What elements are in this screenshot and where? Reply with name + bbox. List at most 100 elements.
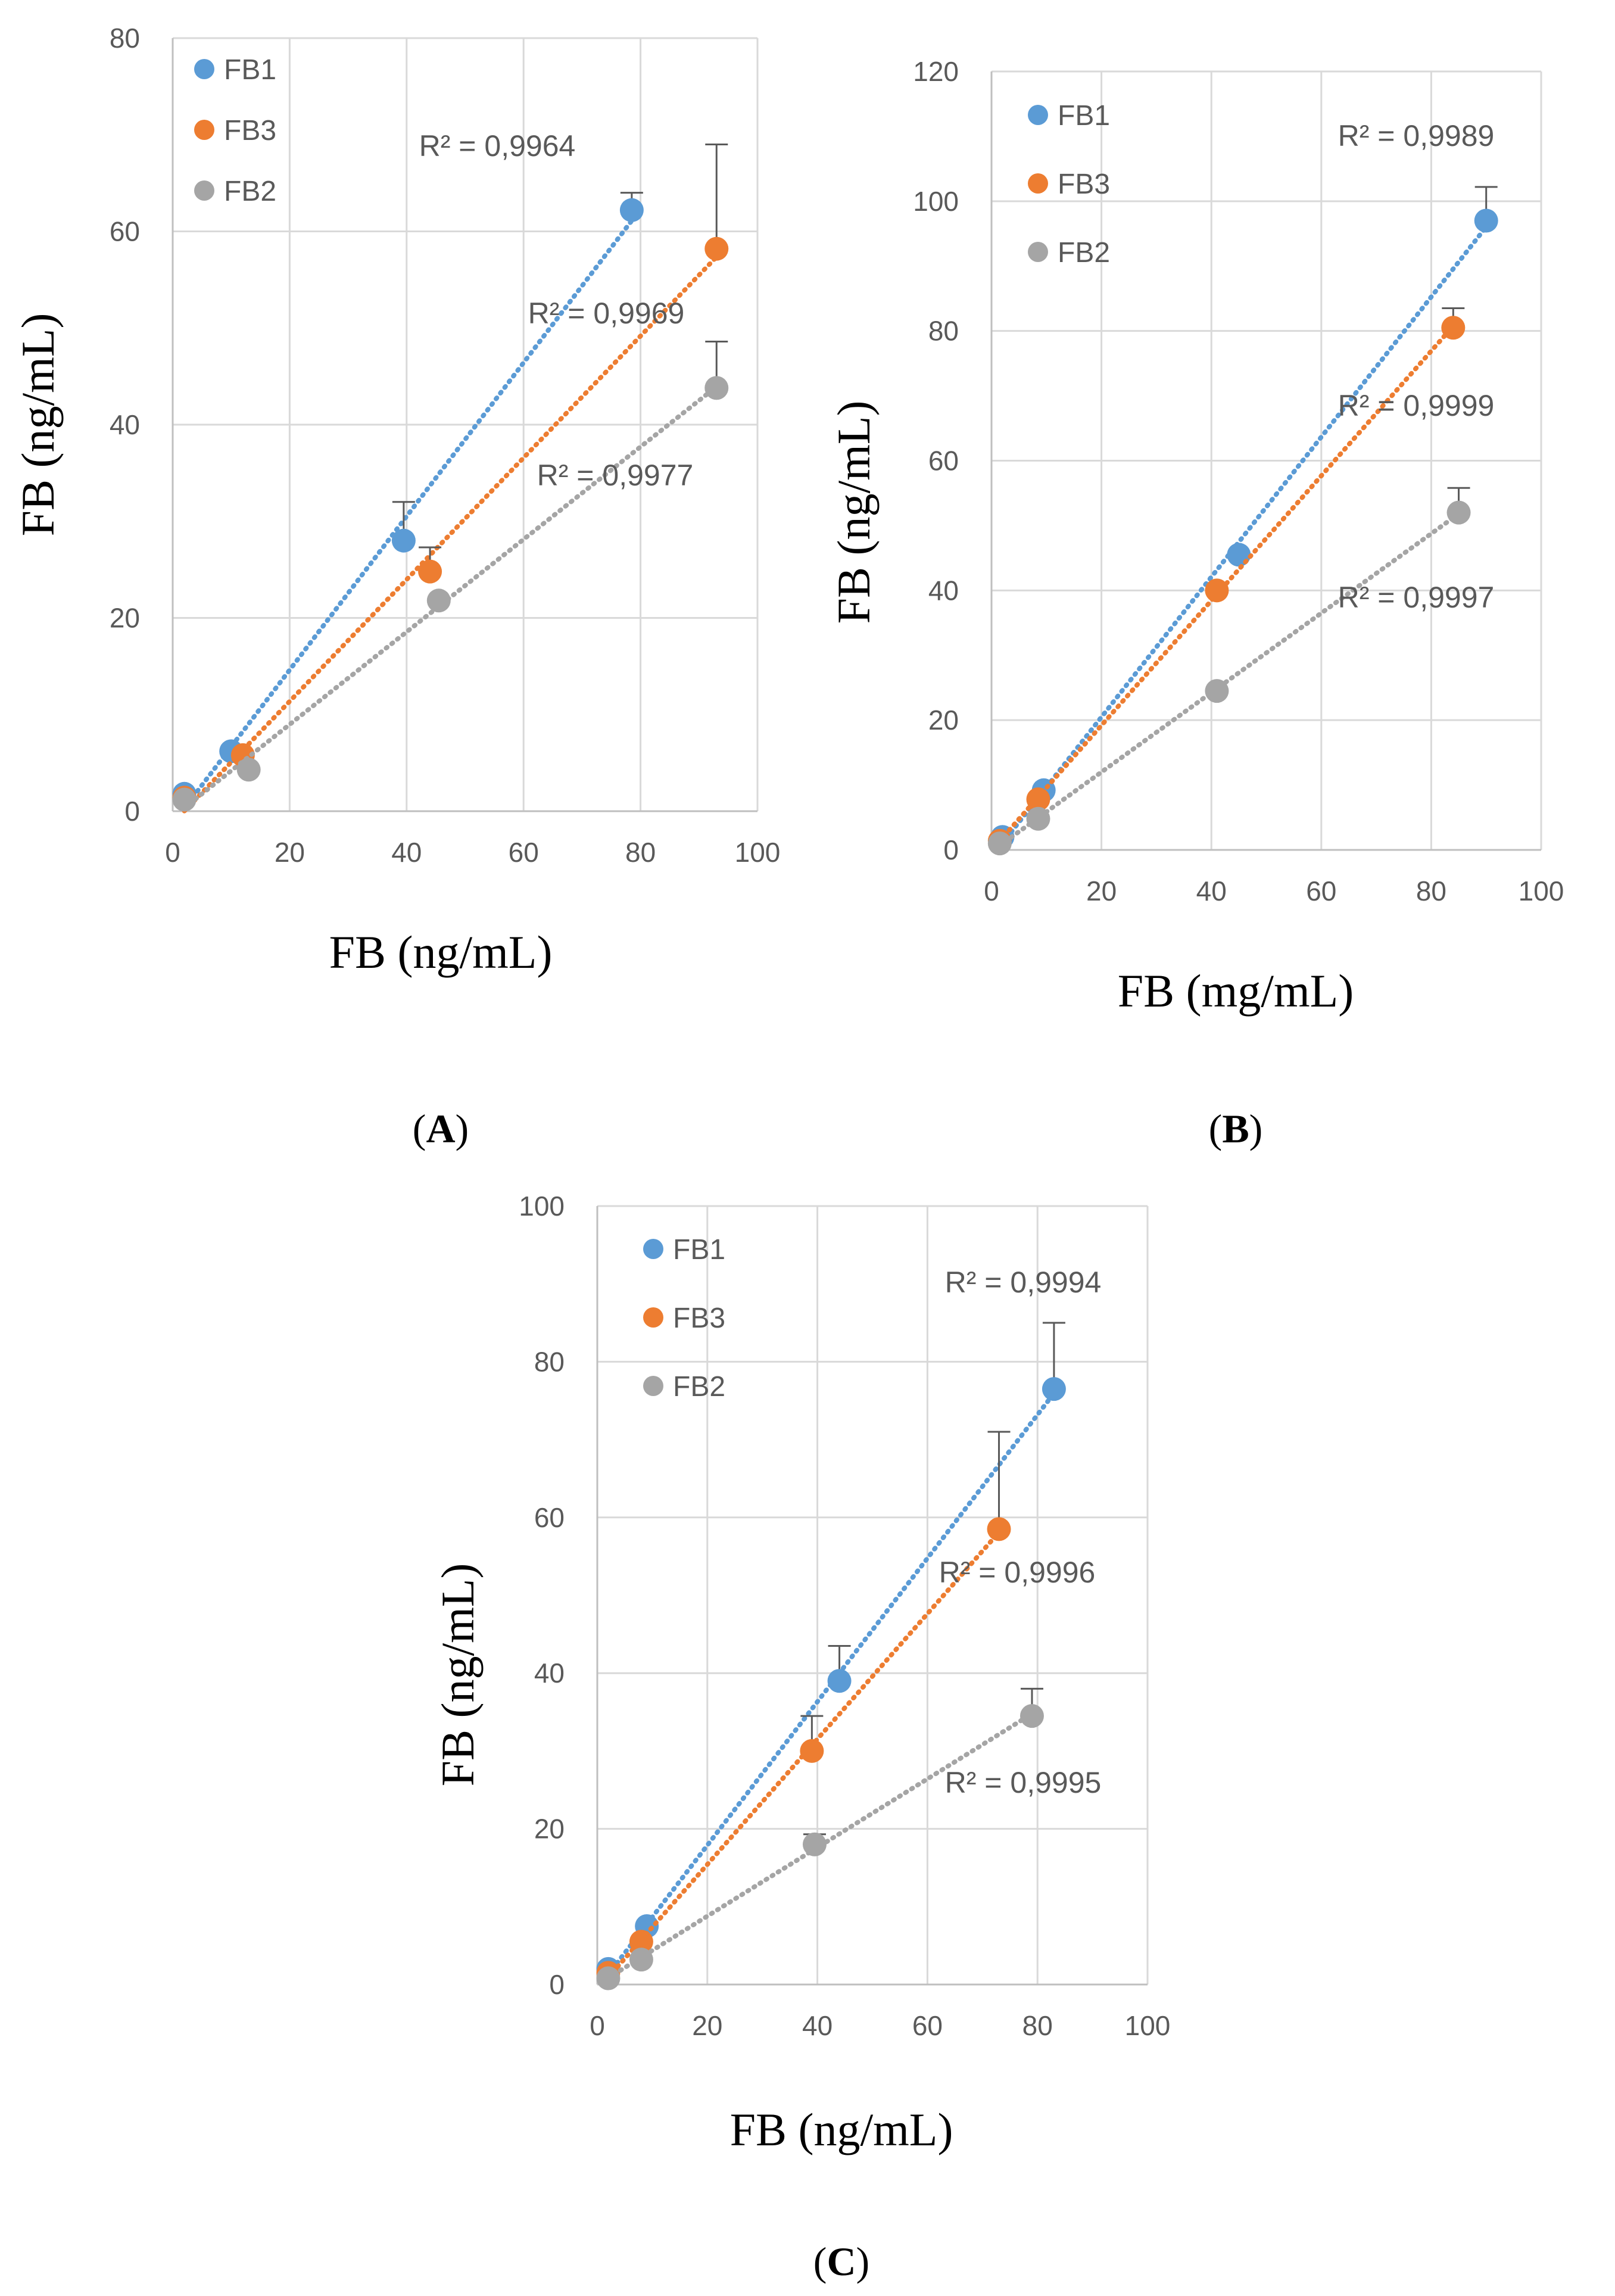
series-fb3: R² = 0,9999	[987, 307, 1494, 853]
series-fb2: R² = 0,9997	[987, 487, 1494, 856]
y-tick-label: 100	[519, 1191, 565, 1222]
y-tick-label: 60	[928, 446, 959, 476]
legend-marker	[194, 59, 214, 79]
legend-entry: FB2	[224, 176, 276, 207]
x-tick-label: 80	[1022, 2010, 1053, 2041]
y-tick-label: 20	[534, 1814, 565, 1845]
x-axis-title: FB (mg/mL)	[1118, 965, 1354, 1017]
data-point-fb2	[1026, 806, 1050, 831]
y-tick-label: 60	[534, 1502, 565, 1533]
data-point-fb2	[236, 758, 261, 782]
data-point-fb2	[1446, 500, 1471, 525]
x-tick-label: 40	[391, 837, 422, 868]
r-squared-label: R² = 0,9996	[939, 1556, 1096, 1589]
legend-marker	[194, 180, 214, 201]
r-squared-label: R² = 0,9964	[419, 129, 576, 163]
x-tick-label: 20	[275, 837, 305, 868]
y-tick-label: 40	[110, 409, 140, 440]
y-tick-label: 0	[943, 834, 959, 865]
panel-label: (B)	[1209, 1106, 1263, 1151]
x-tick-label: 80	[625, 837, 656, 868]
data-point-fb3	[1026, 787, 1050, 812]
y-tick-label: 40	[534, 1658, 565, 1688]
x-tick-label: 0	[590, 2010, 605, 2041]
r-squared-label: R² = 0,9969	[528, 297, 685, 330]
y-tick-label: 80	[110, 23, 140, 54]
data-point-fb1	[391, 528, 416, 553]
legend-entry: FB1	[1058, 100, 1110, 132]
legend-marker	[643, 1239, 663, 1259]
data-point-fb1	[1474, 208, 1498, 233]
legend-marker	[643, 1376, 663, 1396]
panel-letter: C	[827, 2239, 856, 2284]
data-point-fb3	[987, 1517, 1011, 1541]
y-axis-title: FB (ng/mL)	[828, 401, 880, 624]
x-tick-label: 80	[1416, 876, 1446, 906]
x-tick-label: 60	[1306, 876, 1336, 906]
data-point-fb3	[418, 559, 442, 584]
y-tick-label: 20	[928, 705, 959, 736]
legend-entry: FB1	[673, 1234, 725, 1266]
series-fb3: R² = 0,9996	[596, 1431, 1096, 1985]
data-point-fb3	[1441, 316, 1466, 340]
r-squared-label: R² = 0,9989	[1338, 119, 1495, 152]
x-tick-label: 100	[735, 837, 781, 868]
y-axis-title: FB (ng/mL)	[432, 1563, 484, 1787]
legend-entry: FB1	[224, 54, 276, 86]
data-point-fb3	[629, 1930, 653, 1954]
legend-entry: FB3	[673, 1303, 725, 1334]
data-point-fb1	[1042, 1377, 1066, 1401]
trendline-fb1	[1000, 224, 1489, 846]
data-point-fb2	[596, 1966, 621, 1990]
chart-panel-c: 0 20 40 60 80 100 0 20 40 60 80 100 FB (ng/mL) FB (ng…	[432, 1191, 1170, 2284]
x-axis-title: FB (ng/mL)	[730, 2104, 953, 2155]
data-point-fb2	[172, 787, 197, 812]
data-point-fb2	[802, 1832, 827, 1856]
legend-marker	[194, 120, 214, 140]
panel-letter: A	[426, 1106, 455, 1151]
y-tick-label: 0	[549, 1969, 565, 2000]
y-tick-label: 100	[913, 186, 959, 217]
x-tick-label: 60	[912, 2010, 943, 2041]
y-tick-label: 40	[928, 575, 959, 606]
r-squared-label: R² = 0,9994	[945, 1266, 1102, 1299]
legend-marker	[643, 1307, 663, 1328]
data-point-fb2	[629, 1948, 653, 1972]
x-tick-label: 40	[802, 2010, 833, 2041]
legend-entry: FB2	[673, 1371, 725, 1403]
panel-label: (A)	[413, 1106, 469, 1151]
x-tick-label: 20	[692, 2010, 722, 2041]
legend: FB1 FB3 FB2	[643, 1234, 725, 1403]
x-tick-label: 60	[509, 837, 539, 868]
data-point-fb3	[1205, 578, 1229, 603]
x-tick-label: 0	[984, 876, 999, 906]
data-point-fb1	[619, 198, 644, 222]
series-fb2: R² = 0,9995	[596, 1687, 1101, 1990]
trendline-fb2	[997, 511, 1461, 848]
legend-entry: FB3	[224, 115, 276, 147]
y-tick-label: 80	[534, 1346, 565, 1377]
trendline-fb2	[182, 384, 719, 811]
legend-marker	[1028, 242, 1048, 262]
legend: FB1 FB3 FB2	[194, 54, 276, 207]
x-tick-label: 100	[1519, 876, 1564, 906]
data-point-fb2	[1019, 1704, 1044, 1728]
series-fb1: R² = 0,9994	[596, 1266, 1101, 1981]
data-point-fb2	[426, 588, 451, 613]
panel-letter: B	[1222, 1106, 1249, 1151]
data-point-fb1	[827, 1669, 852, 1693]
x-tick-label: 40	[1196, 876, 1227, 906]
x-tick-label: 0	[165, 837, 180, 868]
y-tick-label: 0	[124, 796, 140, 827]
series-fb1: R² = 0,9989	[990, 119, 1498, 849]
panel-label: (C)	[813, 2239, 869, 2284]
trendline-fb3	[182, 254, 719, 814]
y-tick-label: 20	[110, 603, 140, 634]
data-point-fb2	[1205, 679, 1229, 703]
legend-marker	[1028, 105, 1048, 125]
data-point-fb2	[704, 376, 729, 400]
data-point-fb3	[704, 236, 729, 261]
legend-entry: FB3	[1058, 169, 1110, 200]
x-tick-label: 100	[1125, 2010, 1171, 2041]
